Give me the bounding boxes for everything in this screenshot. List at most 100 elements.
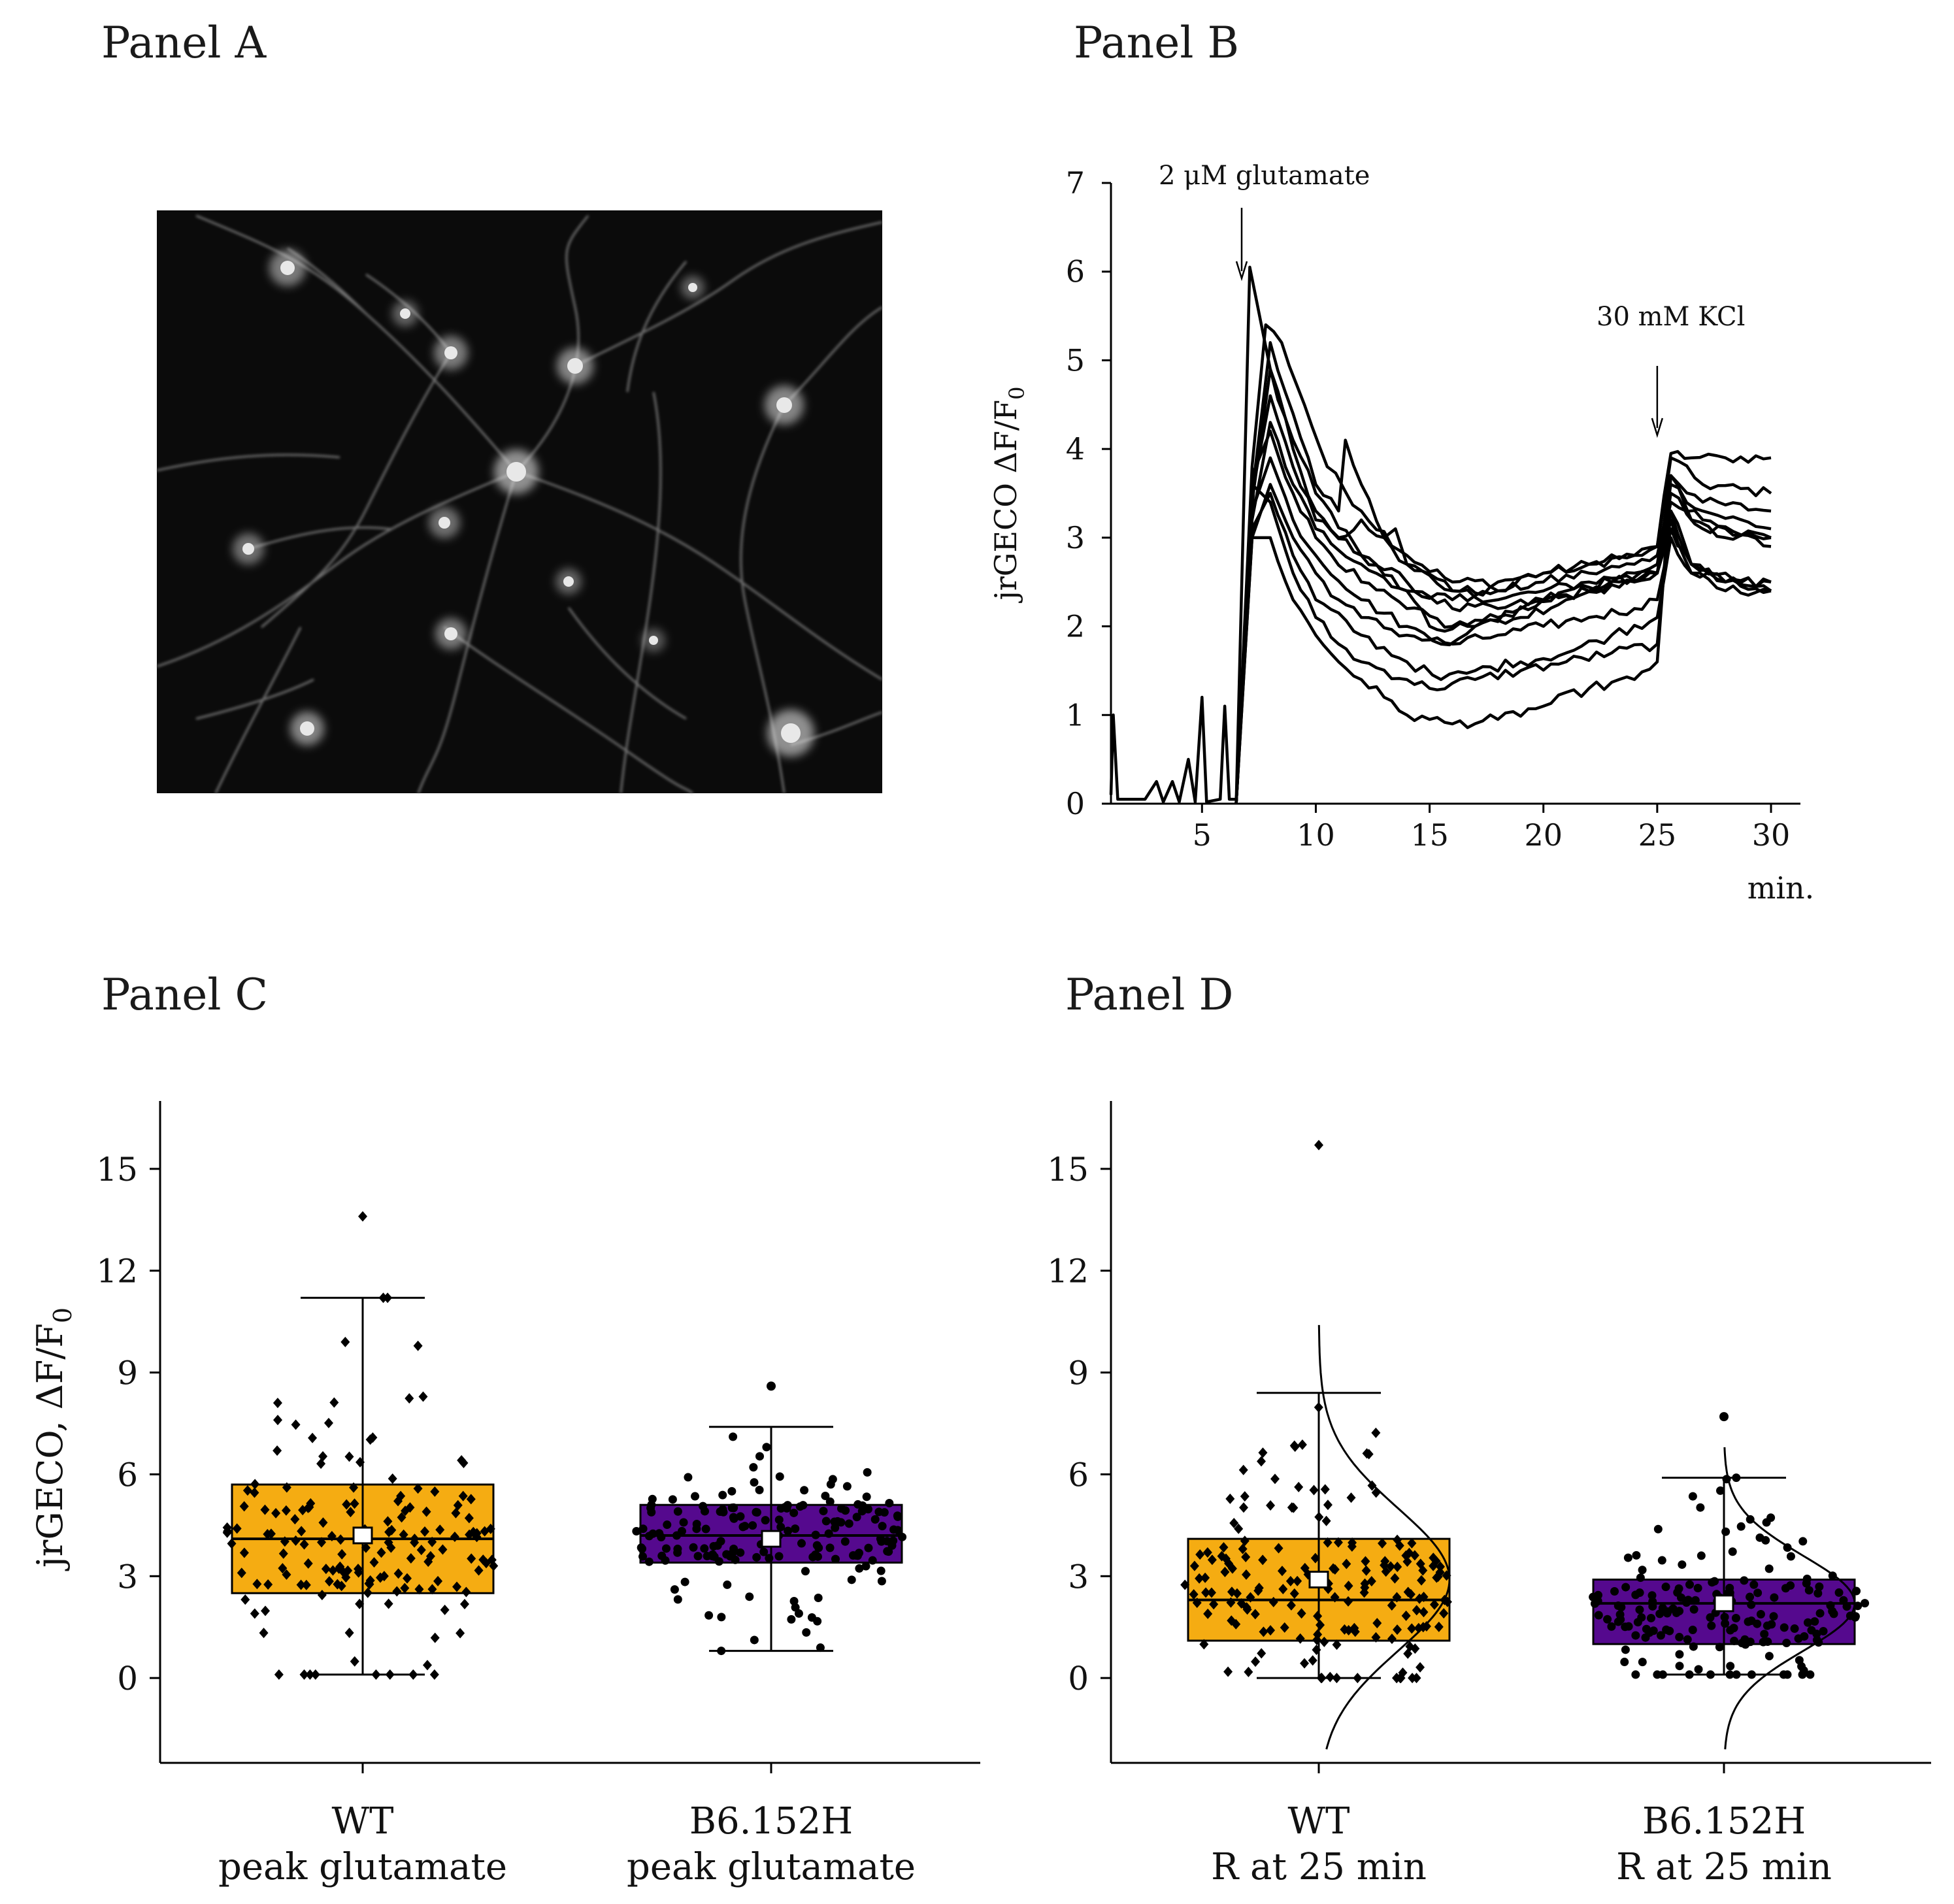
data-point bbox=[1401, 1550, 1411, 1561]
trace-line bbox=[1234, 456, 1772, 804]
data-point bbox=[1851, 1612, 1860, 1621]
panel-b-chart: 0 1 2 3 4 5 6 7 5 10 15 20 25 30 2 μM glutamate 30 mM… bbox=[988, 161, 1814, 906]
data-point bbox=[745, 1592, 754, 1601]
data-point bbox=[670, 1585, 679, 1594]
data-point bbox=[260, 1504, 270, 1515]
data-point bbox=[1277, 1566, 1287, 1577]
data-point bbox=[673, 1595, 682, 1604]
wt-mean-marker bbox=[352, 1526, 373, 1545]
data-point bbox=[1756, 1610, 1765, 1619]
data-point bbox=[461, 1586, 471, 1598]
data-point bbox=[1227, 1586, 1236, 1598]
data-point bbox=[1770, 1593, 1779, 1602]
data-point bbox=[1189, 1589, 1199, 1600]
category-label: R at 25 min bbox=[1616, 1846, 1832, 1888]
y-tick-label: 15 bbox=[1047, 1151, 1089, 1189]
micrograph-background bbox=[157, 210, 882, 793]
y-tick-label: 3 bbox=[117, 1558, 138, 1596]
data-point bbox=[1747, 1670, 1756, 1679]
data-point bbox=[1810, 1617, 1819, 1626]
data-point bbox=[1398, 1667, 1408, 1679]
data-point bbox=[1407, 1537, 1417, 1549]
data-point bbox=[882, 1537, 891, 1546]
data-point bbox=[1344, 1581, 1353, 1592]
data-point bbox=[1637, 1613, 1646, 1622]
data-point bbox=[1403, 1586, 1413, 1598]
data-point bbox=[750, 1635, 759, 1645]
y-tick-label: 6 bbox=[117, 1456, 138, 1494]
data-point bbox=[775, 1472, 784, 1481]
data-point bbox=[1421, 1620, 1431, 1632]
data-point bbox=[1257, 1456, 1267, 1467]
data-point bbox=[1696, 1503, 1705, 1512]
data-point bbox=[223, 1526, 233, 1537]
data-point bbox=[1317, 1673, 1327, 1684]
wt-points bbox=[222, 1211, 499, 1680]
data-point bbox=[1270, 1473, 1280, 1485]
data-point bbox=[1797, 1662, 1806, 1671]
data-point bbox=[1653, 1670, 1662, 1679]
data-point bbox=[1319, 1636, 1329, 1647]
x-tick-label: 30 bbox=[1752, 817, 1791, 853]
data-point bbox=[661, 1556, 670, 1565]
data-point bbox=[355, 1598, 365, 1609]
soma bbox=[765, 386, 804, 425]
data-point bbox=[240, 1594, 250, 1605]
data-point bbox=[1852, 1586, 1861, 1596]
data-point bbox=[1316, 1620, 1325, 1631]
data-point bbox=[1439, 1608, 1449, 1619]
data-point bbox=[1309, 1485, 1319, 1496]
data-point bbox=[1802, 1574, 1812, 1583]
mutant-mean-marker bbox=[1714, 1594, 1734, 1613]
data-point bbox=[1359, 1587, 1369, 1598]
data-point bbox=[438, 1544, 448, 1555]
data-point bbox=[427, 1584, 437, 1595]
panel-d-title: Panel D bbox=[1065, 970, 1233, 1020]
data-point bbox=[342, 1499, 352, 1510]
data-point bbox=[376, 1572, 386, 1583]
data-point bbox=[1392, 1673, 1402, 1684]
data-point bbox=[237, 1568, 246, 1579]
data-point bbox=[1314, 1511, 1324, 1522]
data-point bbox=[1241, 1551, 1251, 1562]
data-point bbox=[797, 1539, 806, 1548]
data-point bbox=[691, 1492, 700, 1501]
data-point bbox=[1321, 1515, 1331, 1526]
data-point bbox=[1259, 1626, 1268, 1637]
data-point bbox=[1642, 1624, 1651, 1633]
soma bbox=[290, 712, 324, 746]
panel-a-title: Panel A bbox=[101, 18, 267, 68]
data-point bbox=[1636, 1573, 1645, 1583]
data-point bbox=[1242, 1604, 1252, 1615]
data-point bbox=[297, 1526, 306, 1537]
category-label: WT bbox=[1288, 1800, 1350, 1843]
data-point bbox=[422, 1660, 432, 1671]
data-point bbox=[273, 1398, 282, 1409]
data-point bbox=[1786, 1581, 1795, 1590]
data-point bbox=[883, 1547, 892, 1556]
data-point bbox=[693, 1552, 703, 1561]
outlier-point bbox=[1719, 1412, 1729, 1422]
data-point bbox=[638, 1524, 648, 1534]
y-tick-label: 0 bbox=[1068, 1660, 1089, 1698]
data-point bbox=[1387, 1633, 1397, 1645]
data-point bbox=[250, 1608, 259, 1619]
data-point bbox=[673, 1507, 682, 1516]
data-point bbox=[420, 1526, 430, 1537]
data-point bbox=[1323, 1500, 1333, 1511]
data-point bbox=[644, 1557, 654, 1566]
data-point bbox=[1278, 1584, 1288, 1595]
data-point bbox=[704, 1611, 714, 1620]
data-point bbox=[784, 1526, 793, 1535]
data-point bbox=[1740, 1635, 1749, 1644]
data-point bbox=[1238, 1464, 1248, 1475]
data-point bbox=[862, 1492, 871, 1502]
data-point bbox=[1769, 1612, 1778, 1621]
data-point bbox=[1631, 1590, 1640, 1600]
data-point bbox=[365, 1579, 374, 1590]
data-point bbox=[750, 1478, 759, 1487]
data-point bbox=[814, 1543, 823, 1552]
data-point bbox=[422, 1506, 431, 1517]
y-tick-label: 3 bbox=[1068, 1558, 1089, 1596]
